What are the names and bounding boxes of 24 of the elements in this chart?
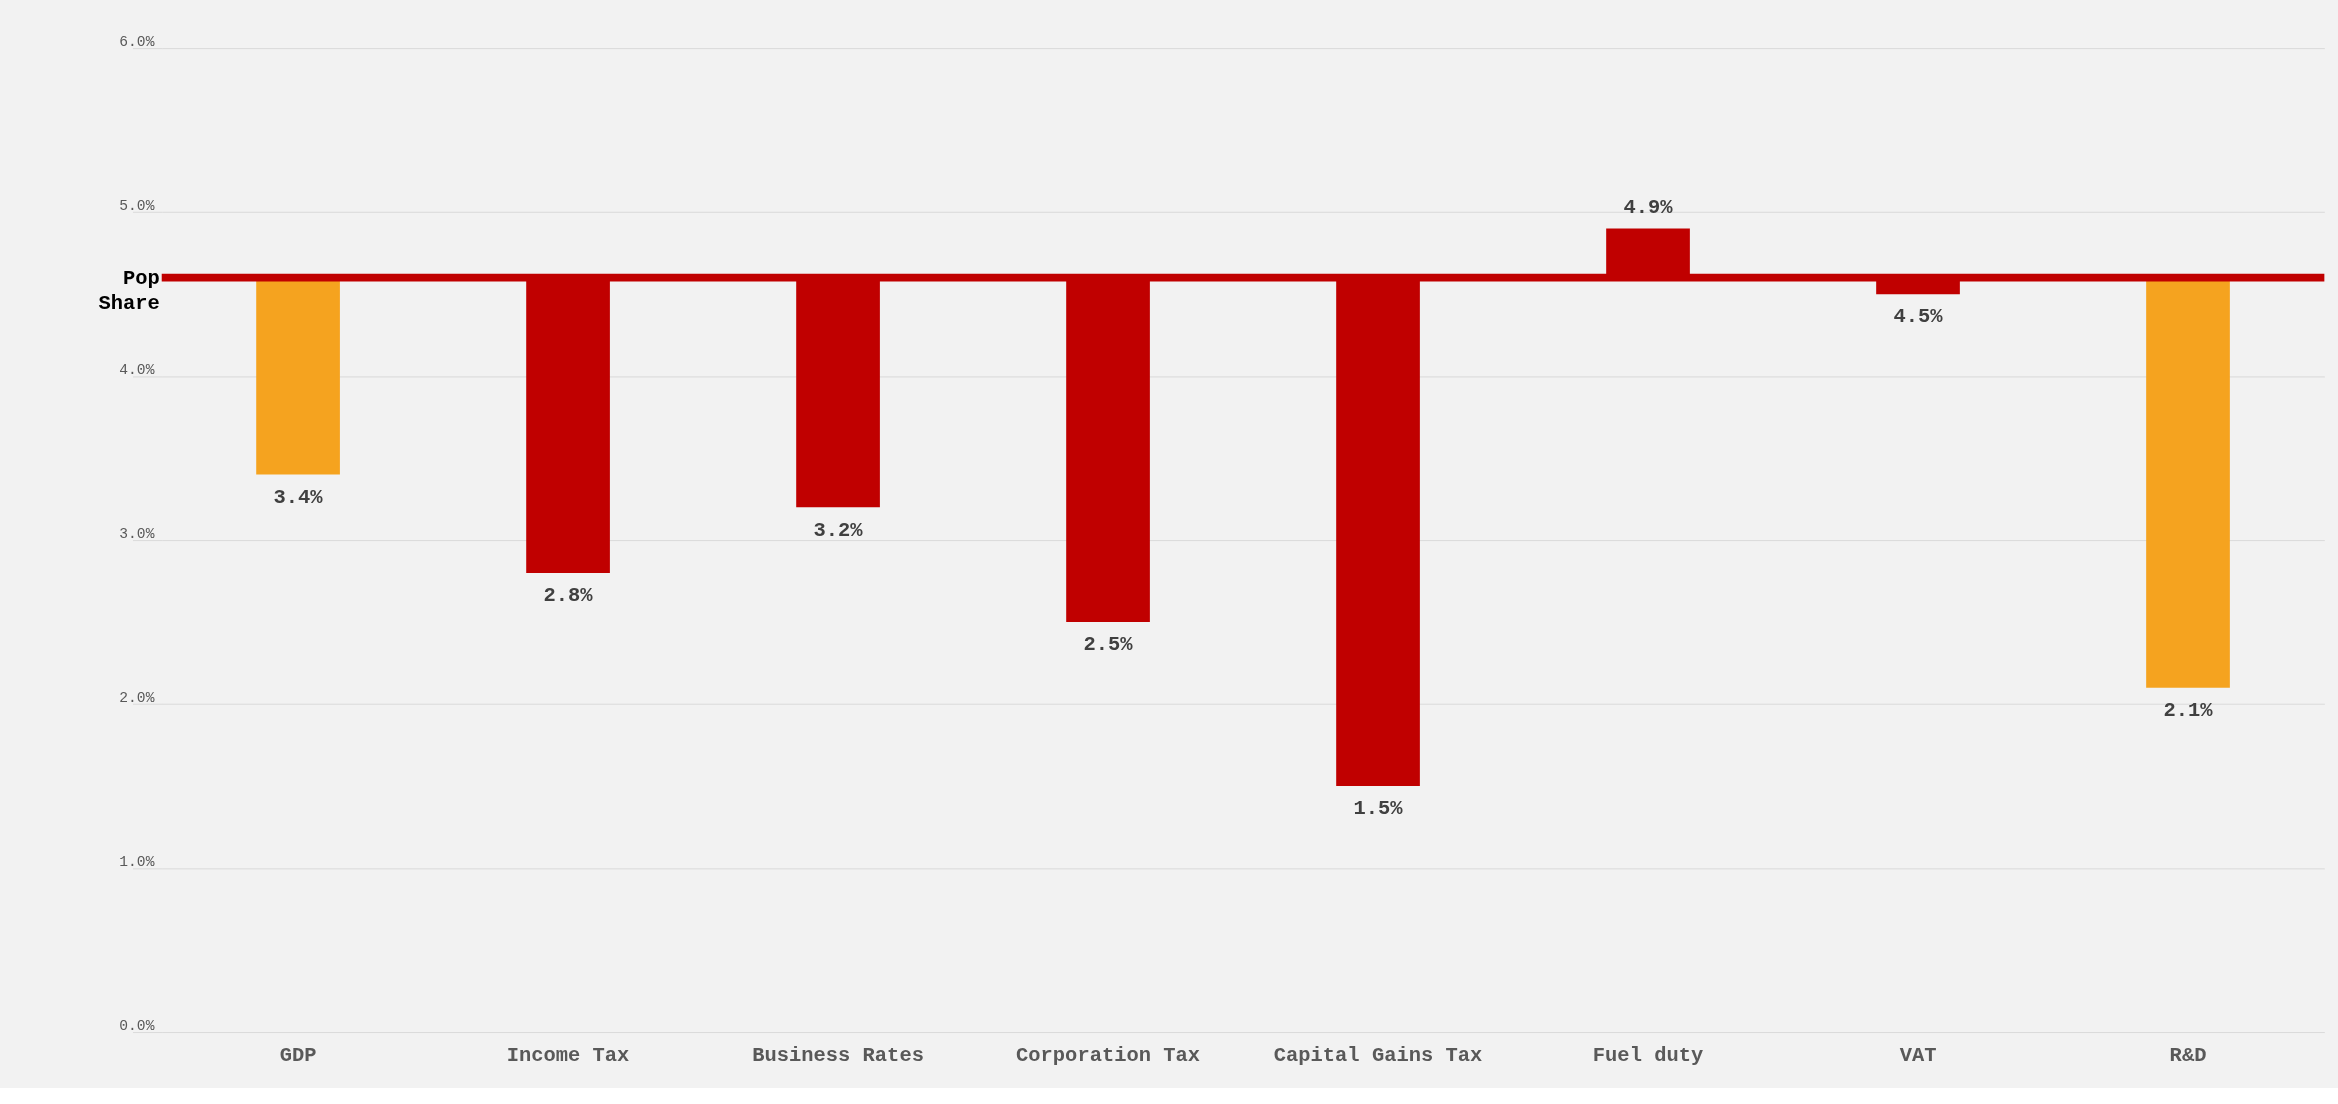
y-tick-label: 4.0% [119, 361, 155, 378]
x-tick-label: R&D [2169, 1043, 2207, 1067]
x-tick-label: Capital Gains Tax [1273, 1043, 1483, 1067]
x-tick-label: VAT [1899, 1043, 1937, 1067]
data-label: 2.8% [543, 584, 594, 608]
data-label: 2.5% [1083, 633, 1134, 657]
x-tick-label: Income Tax [506, 1043, 630, 1067]
x-tick-label: Corporation Tax [1016, 1043, 1201, 1067]
data-label: 4.9% [1623, 195, 1674, 219]
y-tick-label: 3.0% [119, 525, 155, 542]
data-label: 1.5% [1353, 797, 1404, 821]
x-tick-label: GDP [279, 1043, 317, 1067]
y-tick-label: 2.0% [119, 689, 155, 706]
data-label: 2.1% [2163, 698, 2214, 722]
y-tick-label: 6.0% [119, 33, 155, 50]
data-label: 4.5% [1893, 305, 1944, 329]
data-label: 3.4% [273, 485, 324, 509]
y-tick-label: 5.0% [119, 197, 155, 214]
ref-line-label: Pop Share [98, 266, 160, 315]
x-tick-label: Business Rates [752, 1043, 924, 1067]
y-tick-label: 1.0% [119, 853, 155, 870]
y-tick-label: 0.0% [119, 1017, 155, 1034]
x-tick-label: Fuel duty [1592, 1043, 1704, 1067]
data-label: 3.2% [813, 518, 864, 542]
